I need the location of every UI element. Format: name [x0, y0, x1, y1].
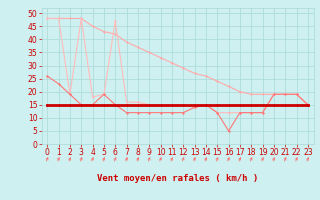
Text: Vent moyen/en rafales ( km/h ): Vent moyen/en rafales ( km/h ) [97, 174, 258, 183]
